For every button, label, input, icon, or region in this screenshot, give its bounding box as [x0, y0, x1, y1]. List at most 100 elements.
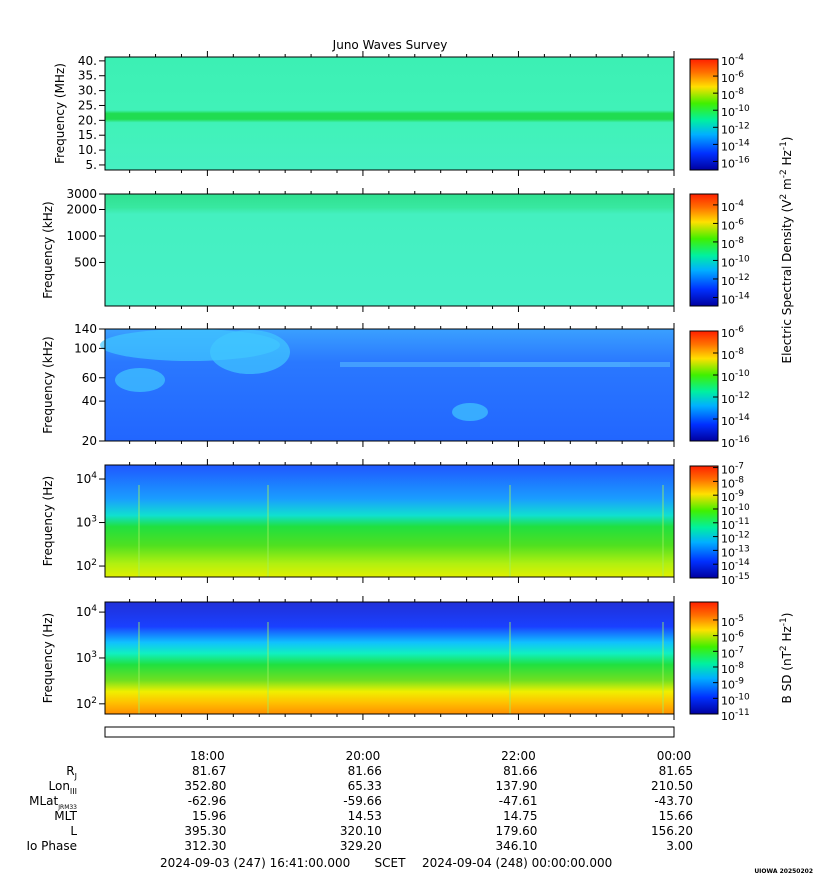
colorbar-tick-label: 10-10	[721, 104, 750, 119]
colorbar-tick-label: 10-14	[721, 558, 750, 573]
colorbar-tick-label-exponent: -14	[735, 138, 750, 148]
y-tick-label: 103	[76, 650, 97, 665]
y-tick-label: 25.	[78, 98, 97, 112]
label-superscript: -2	[779, 169, 789, 178]
colorbar-tick-label-exponent: -15	[735, 572, 750, 582]
y-tick-label: 140	[74, 322, 97, 336]
colorbar-tick-label: 10-9	[721, 489, 744, 504]
colorbar-tick-label: 10-10	[721, 503, 750, 518]
ephemeris-value: 81.66	[503, 764, 537, 778]
y-tick-label: 40.	[78, 54, 97, 68]
colorbar-tick-label-base: 10	[721, 710, 735, 723]
colorbar-tick-label-base: 10	[721, 560, 735, 573]
colorbar-tick-label-base: 10	[721, 679, 735, 692]
y-tick-label-exponent: 4	[91, 604, 97, 614]
colorbar-tick-label-exponent: -6	[735, 217, 744, 227]
ephemeris-label: RJ	[66, 764, 77, 781]
colorbar-tick-label: 10-4	[721, 199, 744, 214]
colorbar-tick-label-base: 10	[721, 663, 735, 676]
colorbar	[689, 601, 719, 715]
colorbar-tick-label-base: 10	[721, 106, 735, 119]
colorbar	[689, 330, 719, 442]
y-tick-label: 3000	[66, 187, 97, 201]
ephemeris-label: LonIII	[49, 779, 78, 796]
figure-title: Juno Waves Survey	[332, 38, 448, 52]
colorbar-tick-label: 10-7	[721, 462, 744, 477]
ephemeris-label: MLT	[54, 809, 77, 823]
colorbar-tick-label-base: 10	[721, 349, 735, 362]
colorbar-tick-label-exponent: -11	[735, 708, 750, 718]
colorbar-tick-label-base: 10	[721, 371, 735, 384]
colorbar-tick-label: 10-6	[721, 630, 744, 645]
time-tick-label: 22:00	[501, 749, 536, 763]
ephemeris-value: 329.20	[340, 839, 382, 853]
label-text: Hz	[780, 150, 794, 169]
colorbar-tick-label-exponent: -16	[735, 155, 750, 165]
colorbar-tick-label-exponent: -7	[735, 462, 744, 472]
colorbar-tick-label-base: 10	[721, 89, 735, 102]
colorbar-tick-label-base: 10	[721, 464, 735, 477]
colorbar-tick-label: 10-14	[721, 413, 750, 428]
y-tick-label: 40	[82, 394, 97, 408]
colorbar-tick-label-exponent: -10	[735, 254, 750, 264]
y-axis-label: Frequency (MHz)	[53, 63, 67, 164]
colorbar-tick-label: 10-8	[721, 236, 744, 251]
y-axis-label: Frequency (Hz)	[41, 613, 55, 704]
ephemeris-label-subscript: III	[70, 787, 77, 796]
ephemeris-label-text: MLat	[29, 794, 58, 808]
colorbar-tick-label: 10-10	[721, 692, 750, 707]
ephemeris-value: 156.20	[651, 824, 693, 838]
colorbar-tick-label: 10-6	[721, 325, 744, 340]
y-tick-label: 500	[74, 255, 97, 269]
emission-band	[480, 362, 630, 367]
colorbar-tick-label-exponent: -8	[735, 236, 744, 246]
ephemeris-label: MLatJRM33	[29, 794, 77, 811]
colorbar-tick-label-exponent: -4	[735, 53, 744, 63]
ephemeris-value: 14.53	[348, 809, 382, 823]
y-tick-label-exponent: 2	[91, 696, 97, 706]
colorbar-tick-label: 10-12	[721, 121, 750, 136]
colorbar-tick-label-exponent: -10	[735, 692, 750, 702]
colorbar-tick-label-exponent: -12	[735, 531, 750, 541]
colorbar-tick-label-base: 10	[721, 533, 735, 546]
ephemeris-label-text: Lon	[49, 779, 70, 793]
ephemeris-value: -59.66	[343, 794, 382, 808]
plot-frame	[104, 464, 675, 578]
time-bar	[104, 726, 675, 738]
y-tick-label: 102	[76, 558, 97, 573]
colorbar-tick-label: 10-12	[721, 273, 750, 288]
plot-frame	[104, 193, 675, 307]
y-tick-label: 30.	[78, 84, 97, 98]
ephemeris-label-text: L	[70, 824, 77, 838]
colorbar-tick-label-exponent: -7	[735, 645, 744, 655]
y-axis-label: Frequency (Hz)	[41, 476, 55, 567]
colorbar-tick-label-base: 10	[721, 256, 735, 269]
colorbar-tick-label: 10-7	[721, 645, 744, 660]
ephemeris-value: 352.80	[184, 779, 226, 793]
colorbar	[689, 465, 719, 579]
label-superscript: 2	[779, 645, 789, 651]
plot-frame	[104, 56, 675, 171]
label-superscript: -1	[779, 141, 789, 150]
ephemeris-value: 81.65	[659, 764, 693, 778]
colorbar-tick-label-exponent: -9	[735, 489, 744, 499]
colorbar-tick-label-exponent: -8	[735, 87, 744, 97]
emission-patch	[115, 368, 165, 392]
plot-frame	[104, 328, 675, 442]
ephemeris-value: 14.75	[503, 809, 537, 823]
colorbar-tick-label: 10-8	[721, 87, 744, 102]
colorbar-tick-label-exponent: -4	[735, 199, 744, 209]
colorbar-tick-label-exponent: -8	[735, 475, 744, 485]
colorbar-tick-label-exponent: -13	[735, 544, 750, 554]
y-tick-label-base: 10	[76, 651, 91, 665]
colorbar-tick-label-exponent: -11	[735, 517, 750, 527]
colorbar-label: Electric Spectral Density (V2 m-2 Hz-1)	[779, 136, 794, 363]
ephemeris-value: 320.10	[340, 824, 382, 838]
y-tick-label-exponent: 4	[91, 471, 97, 481]
label-text: )	[780, 136, 794, 141]
time-tick-label: 20:00	[346, 749, 381, 763]
ephemeris-label: Io Phase	[26, 839, 77, 853]
colorbar-tick-label-base: 10	[721, 275, 735, 288]
